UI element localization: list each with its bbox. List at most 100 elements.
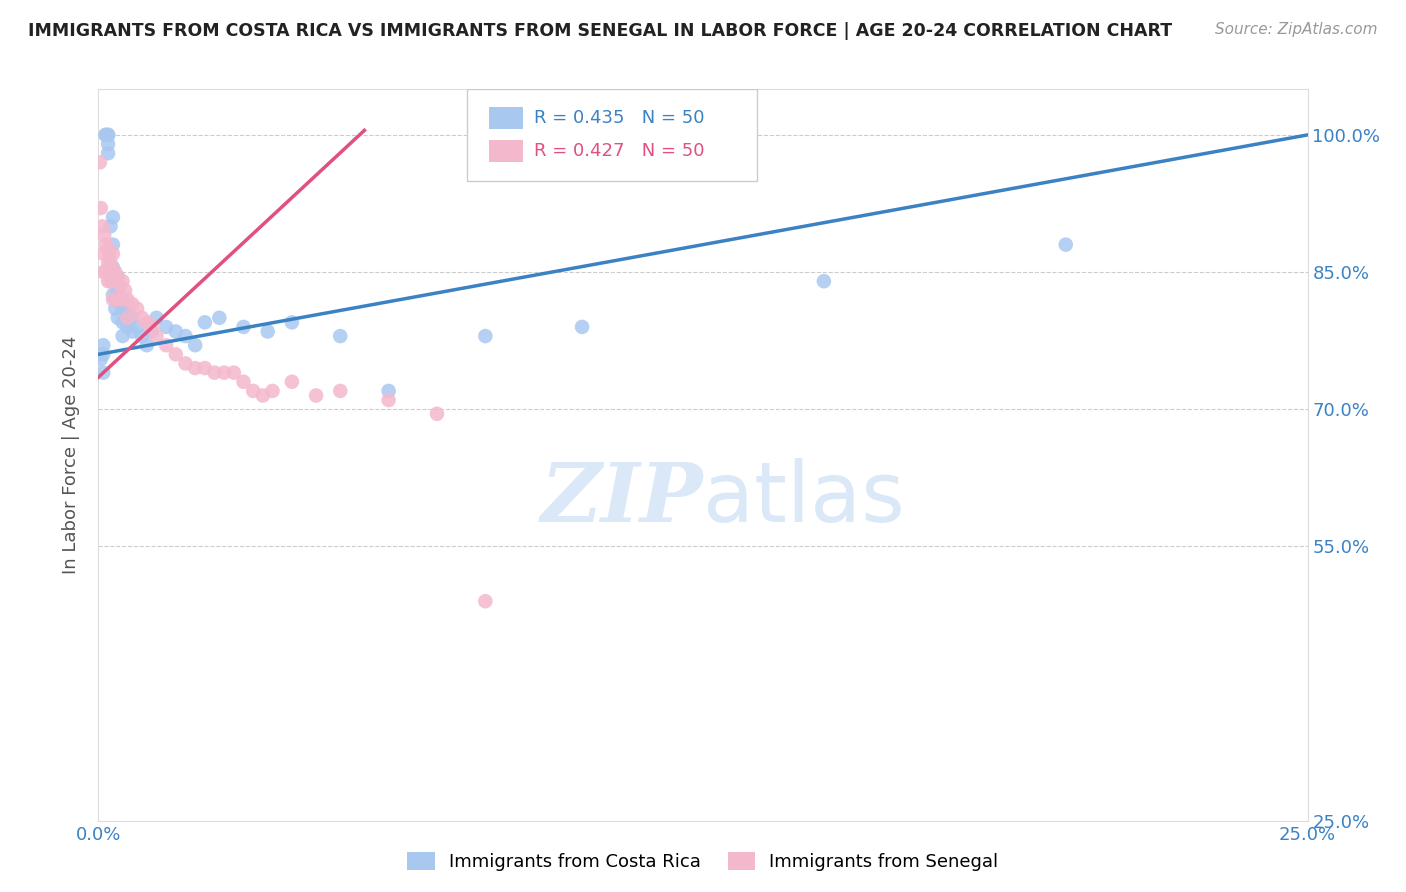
Point bbox=[91, 366, 114, 380]
Legend: Immigrants from Costa Rica, Immigrants from Senegal: Immigrants from Costa Rica, Immigrants f… bbox=[401, 845, 1005, 879]
Point bbox=[117, 310, 139, 325]
Point bbox=[91, 246, 114, 260]
Point bbox=[141, 319, 163, 334]
Point bbox=[117, 293, 139, 307]
Point bbox=[111, 293, 134, 307]
Point bbox=[474, 329, 496, 343]
Point bbox=[107, 284, 129, 298]
Point bbox=[100, 274, 122, 288]
Point bbox=[111, 274, 134, 288]
Point bbox=[329, 384, 352, 398]
Point bbox=[242, 384, 264, 398]
Point bbox=[97, 146, 120, 161]
Point bbox=[100, 219, 122, 234]
FancyBboxPatch shape bbox=[467, 89, 758, 180]
Point bbox=[212, 366, 235, 380]
Point bbox=[135, 338, 157, 352]
Point bbox=[97, 274, 120, 288]
Point bbox=[101, 210, 124, 224]
Point bbox=[101, 237, 124, 252]
Point bbox=[90, 201, 112, 215]
Point bbox=[121, 297, 143, 311]
Text: IMMIGRANTS FROM COSTA RICA VS IMMIGRANTS FROM SENEGAL IN LABOR FORCE | AGE 20-24: IMMIGRANTS FROM COSTA RICA VS IMMIGRANTS… bbox=[28, 22, 1173, 40]
Point bbox=[145, 310, 167, 325]
Text: atlas: atlas bbox=[703, 458, 904, 540]
Point bbox=[94, 265, 117, 279]
Point bbox=[174, 356, 197, 371]
Y-axis label: In Labor Force | Age 20-24: In Labor Force | Age 20-24 bbox=[62, 335, 80, 574]
Point bbox=[131, 329, 153, 343]
Point bbox=[101, 274, 124, 288]
Point bbox=[813, 274, 835, 288]
Point bbox=[108, 278, 131, 293]
Point bbox=[101, 246, 124, 260]
FancyBboxPatch shape bbox=[489, 107, 523, 129]
Point bbox=[93, 228, 115, 243]
Point bbox=[111, 301, 134, 316]
Point bbox=[281, 315, 304, 329]
Point bbox=[174, 329, 197, 343]
Point bbox=[1054, 237, 1077, 252]
Point bbox=[97, 242, 120, 256]
Point bbox=[117, 319, 139, 334]
Point bbox=[571, 319, 593, 334]
Point bbox=[98, 246, 121, 260]
Point bbox=[97, 128, 120, 142]
Point bbox=[107, 293, 129, 307]
Point bbox=[135, 315, 157, 329]
Point bbox=[184, 338, 207, 352]
Point bbox=[194, 315, 217, 329]
Point bbox=[184, 361, 207, 376]
Point bbox=[377, 392, 399, 407]
Point bbox=[281, 375, 304, 389]
Point bbox=[111, 315, 134, 329]
Point bbox=[426, 407, 449, 421]
Point bbox=[107, 274, 129, 288]
Point bbox=[91, 219, 114, 234]
FancyBboxPatch shape bbox=[489, 140, 523, 162]
Point bbox=[127, 301, 149, 316]
Point bbox=[232, 319, 254, 334]
Point bbox=[474, 594, 496, 608]
Point bbox=[262, 384, 284, 398]
Point bbox=[89, 155, 111, 169]
Point bbox=[204, 366, 226, 380]
Point bbox=[145, 329, 167, 343]
Point bbox=[114, 284, 136, 298]
Point bbox=[97, 136, 120, 151]
Point bbox=[107, 269, 129, 284]
Point bbox=[100, 265, 122, 279]
Point bbox=[97, 128, 120, 142]
Point bbox=[97, 256, 120, 270]
Point bbox=[111, 329, 134, 343]
Point bbox=[165, 325, 187, 339]
Point bbox=[101, 265, 124, 279]
Point bbox=[91, 347, 114, 361]
Point bbox=[104, 301, 127, 316]
Text: R = 0.435   N = 50: R = 0.435 N = 50 bbox=[534, 110, 704, 128]
Point bbox=[377, 384, 399, 398]
Point bbox=[100, 256, 122, 270]
Point bbox=[165, 347, 187, 361]
Point bbox=[208, 310, 231, 325]
Point bbox=[329, 329, 352, 343]
Point bbox=[107, 310, 129, 325]
Point bbox=[101, 293, 124, 307]
Point bbox=[117, 301, 139, 316]
Point bbox=[111, 293, 134, 307]
Point bbox=[121, 310, 143, 325]
Point bbox=[91, 265, 114, 279]
Point bbox=[94, 128, 117, 142]
Point bbox=[121, 325, 143, 339]
Point bbox=[141, 325, 163, 339]
Point bbox=[90, 351, 112, 366]
Point bbox=[101, 260, 124, 275]
Point bbox=[305, 388, 328, 402]
Point bbox=[256, 325, 278, 339]
Point bbox=[94, 237, 117, 252]
Text: R = 0.427   N = 50: R = 0.427 N = 50 bbox=[534, 143, 704, 161]
Point bbox=[127, 319, 149, 334]
Point bbox=[91, 338, 114, 352]
Point bbox=[131, 310, 153, 325]
Point bbox=[101, 288, 124, 302]
